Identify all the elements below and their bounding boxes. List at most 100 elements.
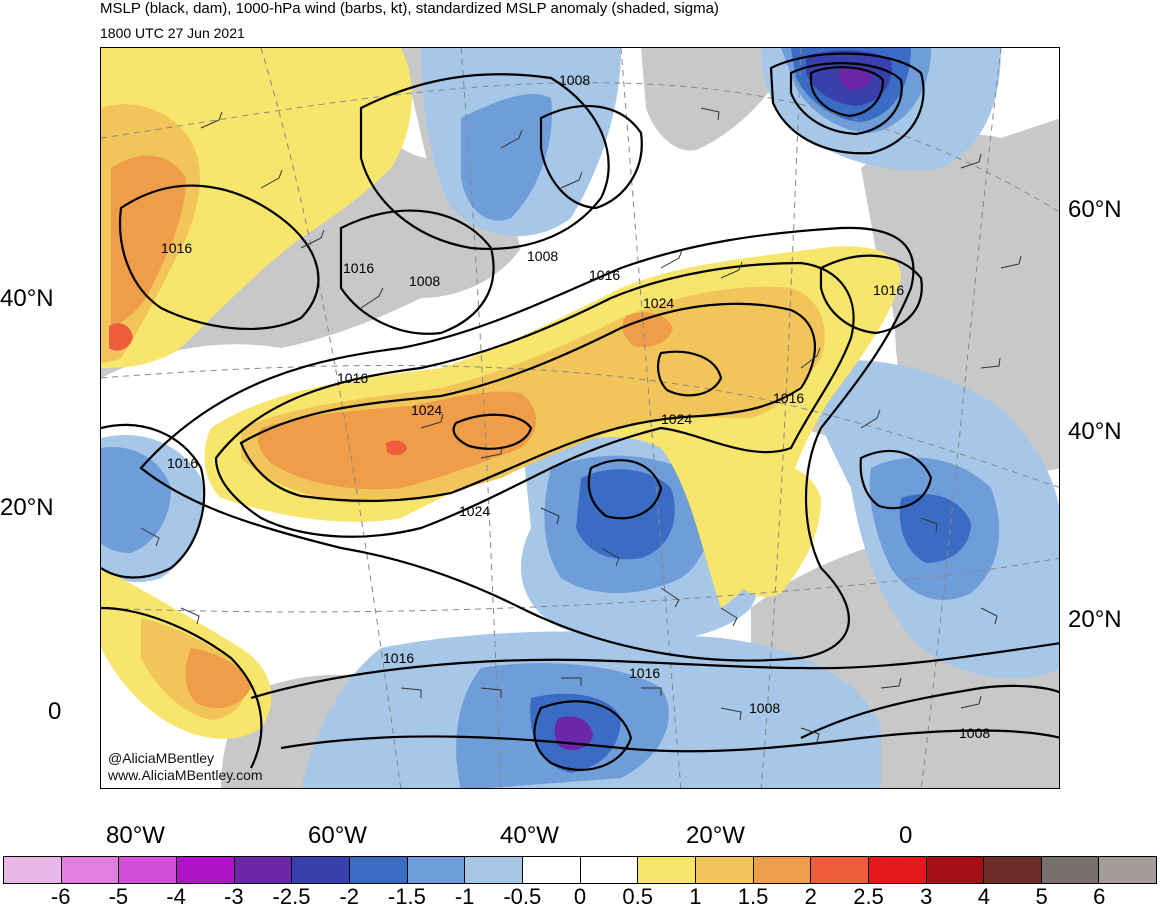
- lat-label-left: 20°N: [0, 494, 54, 521]
- valid-time: 1800 UTC 27 Jun 2021: [100, 25, 245, 41]
- lat-label-right: 40°N: [1068, 418, 1122, 445]
- isobar-low-northeast-mid: [789, 62, 903, 136]
- anomaly-neg-strong-central: [576, 469, 675, 560]
- colorbar-label: -2.5: [272, 884, 311, 909]
- colorbar-label: 5: [1035, 884, 1048, 909]
- isobar-label: 1008: [749, 700, 780, 716]
- isobar-labels: 1016 1016 1008 1008 1016 1024 1016 1024 …: [161, 72, 990, 741]
- isobar-low-northeast-outer: [769, 52, 925, 155]
- anomaly-pos-strong-main: [258, 391, 536, 490]
- anomaly-pos-strong-center: [622, 312, 673, 348]
- map-title: MSLP (black, dam), 1000-hPa wind (barbs,…: [100, 0, 719, 17]
- colorbar-swatch: [638, 857, 696, 883]
- isobar-label: 1016: [343, 260, 374, 276]
- isobar-low-central: [587, 459, 663, 520]
- anomaly-pos-light-east: [731, 464, 821, 597]
- wind-barbs: [140, 107, 1022, 743]
- isobar-1016-southwest: [101, 606, 263, 769]
- land-greenland: [641, 48, 791, 151]
- colorbar-swatch: [234, 857, 293, 883]
- colorbar-label: -3: [224, 884, 244, 909]
- isobar-1008-south: [280, 729, 1059, 753]
- map-canvas: 1016 1016 1008 1008 1016 1024 1016 1024 …: [101, 48, 1059, 788]
- isobar-high-west: [452, 413, 533, 450]
- isobar-1024-main: [239, 302, 817, 503]
- isobar-label: 1016: [337, 370, 368, 386]
- isobar-label: 1008: [409, 273, 440, 289]
- graticule: [101, 48, 1059, 788]
- lat-label-left: 40°N: [0, 285, 54, 312]
- isobar-1008-north: [539, 104, 643, 210]
- colorbar-label: -2: [339, 884, 359, 909]
- anomaly-neg-strong-east: [899, 494, 971, 563]
- map-panel: 1016 1016 1008 1008 1016 1024 1016 1024 …: [100, 47, 1060, 789]
- anomaly-pos-high-northwest: [109, 323, 133, 351]
- colorbar-swatch: [695, 857, 754, 883]
- isobar-1016-main: [139, 226, 915, 662]
- isobar-label: 1016: [383, 650, 414, 666]
- lon-label: 20°W: [686, 822, 745, 849]
- colorbar: [3, 856, 1157, 884]
- isobar-label: 1008: [959, 725, 990, 741]
- colorbar-swatch: [1099, 857, 1157, 883]
- anomaly-neg-mid-west: [101, 447, 171, 553]
- isobar-label: 1008: [527, 248, 558, 264]
- colorbar-label: -6: [50, 884, 71, 909]
- isobar-1008-northwest: [339, 209, 495, 335]
- isobar-label: 1024: [459, 503, 490, 519]
- isobar-label: 1016: [873, 282, 904, 298]
- lon-label: 0: [899, 822, 913, 849]
- lat-label-left: 0: [48, 698, 62, 725]
- colorbar-label: -1.5: [387, 884, 426, 909]
- isobar-label: 1016: [629, 665, 660, 681]
- credit-handle: @AliciaMBentley: [108, 750, 215, 766]
- colorbar-label: 2: [804, 884, 817, 909]
- colorbar-swatch: [176, 857, 235, 883]
- isobar-high-center: [656, 350, 723, 397]
- colorbar-swatch: [465, 857, 523, 883]
- anomaly-neg-extreme-northeast: [838, 66, 873, 90]
- colorbar-label: 0: [573, 884, 587, 909]
- colorbar-label: -5: [108, 884, 129, 909]
- colorbar-label: -4: [166, 884, 186, 909]
- colorbar-swatch: [868, 857, 927, 883]
- colorbar-swatch: [522, 857, 581, 883]
- colorbar-swatch: [753, 857, 812, 883]
- isobar-label: 1016: [161, 240, 192, 256]
- colorbar-swatch: [407, 857, 466, 883]
- anomaly-pos-high-main: [386, 440, 407, 456]
- colorbar-swatch: [811, 857, 869, 883]
- isobar-label: 1016: [773, 390, 804, 406]
- isobar-1016-north: [359, 73, 610, 250]
- isobar-label: 1024: [411, 402, 442, 418]
- isobar-1016-west: [101, 423, 206, 579]
- anomaly-pos-strong-northwest: [111, 155, 186, 328]
- isobar-label: 1008: [559, 72, 590, 88]
- isobar-1016-northwest: [119, 184, 320, 331]
- colorbar-swatch: [292, 857, 350, 883]
- lon-label: 80°W: [106, 822, 165, 849]
- isobar-1008-southeast: [800, 684, 1059, 739]
- colorbar-label: 2.5: [853, 884, 884, 909]
- colorbar-label: 0.5: [622, 884, 653, 909]
- colorbar-swatch: [1041, 857, 1100, 883]
- isobar-low-south: [533, 700, 633, 771]
- colorbar-label: 6: [1093, 884, 1106, 909]
- positive-anomaly-shading: [101, 48, 901, 739]
- lon-label: 60°W: [308, 822, 367, 849]
- isobar-1016-south: [250, 642, 1059, 700]
- anomaly-neg-mid-northwest: [461, 94, 552, 221]
- isobar-label: 1016: [589, 267, 620, 283]
- colorbar-swatch: [984, 857, 1042, 883]
- isobar-label: 1024: [643, 295, 674, 311]
- colorbar-swatch: [61, 857, 120, 883]
- colorbar-swatch: [119, 857, 177, 883]
- colorbar-label: 3: [920, 884, 933, 909]
- anomaly-pos-strong-southwest: [185, 648, 251, 708]
- lat-label-right: 60°N: [1068, 196, 1122, 223]
- colorbar-swatch: [580, 857, 639, 883]
- colorbar-label: 4: [977, 884, 991, 909]
- colorbar-label: 1: [689, 884, 702, 909]
- colorbar-label: 1.5: [737, 884, 769, 909]
- colorbar-swatch: [349, 857, 408, 883]
